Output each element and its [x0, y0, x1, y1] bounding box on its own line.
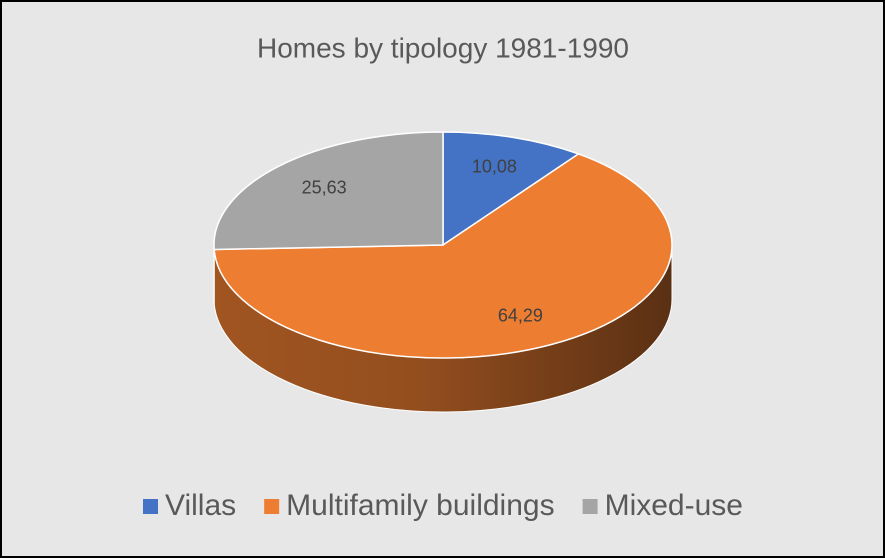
legend-swatch [264, 499, 280, 514]
chart-title: Homes by tipology 1981-1990 [257, 32, 629, 63]
data-label: 10,08 [472, 156, 517, 176]
data-label: 25,63 [302, 177, 347, 197]
legend-label: Multifamily buildings [286, 489, 554, 522]
slice [213, 153, 673, 359]
legend-label: Mixed-use [605, 489, 743, 522]
data-label: 64,29 [498, 306, 543, 326]
legend-swatch [582, 499, 598, 514]
legend-swatch [143, 499, 159, 514]
slice [213, 131, 444, 251]
legend-label: Villas [165, 489, 236, 522]
slice [442, 131, 581, 247]
